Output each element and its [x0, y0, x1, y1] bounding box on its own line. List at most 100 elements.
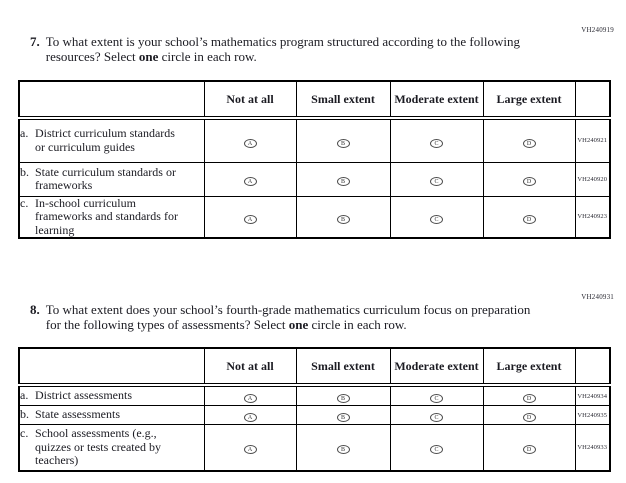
answer-circle-a[interactable]: A [243, 445, 257, 455]
answer-circle-d[interactable]: D [522, 445, 536, 455]
row-label-cell: b. State assessments [18, 405, 205, 425]
answer-circle-c[interactable]: C [430, 214, 443, 224]
option-cell: C [389, 424, 484, 471]
row-label-cell: a. District curriculum standards or curri… [18, 117, 205, 163]
row-ref-code: VH240933 [574, 424, 611, 471]
header-empty-cell [18, 80, 205, 120]
answer-circle-a[interactable]: A [243, 413, 257, 422]
option-cell: B [295, 384, 391, 406]
option-cell: C [389, 405, 484, 425]
header-moderate-extent: Moderate extent [389, 80, 484, 120]
row-label: In-school curriculum frameworks and stan… [35, 195, 178, 237]
question-8-text-post: circle in each row. [308, 317, 407, 332]
option-cell: C [389, 117, 484, 163]
row-letter: a. [20, 126, 29, 141]
row-ref-code: VH240923 [574, 195, 611, 239]
option-cell: D [482, 161, 576, 197]
row-label-cell: b. State curriculum standards or framewor… [18, 161, 205, 197]
question-8: 8. To what extent does your school’s fou… [30, 302, 546, 332]
option-cell: B [295, 161, 391, 197]
answer-circle-d[interactable]: D [522, 214, 536, 224]
option-cell: B [295, 117, 391, 163]
table-row: c. School assessments (e.g., quizzes or t… [18, 424, 611, 471]
header-row: Not at all Small extent Moderate extent … [18, 80, 611, 120]
question-8-text-pre: To what extent does your school’s fourth… [45, 302, 531, 332]
row-label: School assessments (e.g., quizzes or tes… [35, 426, 161, 467]
answer-circle-b[interactable]: B [336, 445, 350, 455]
answer-circle-d[interactable]: D [522, 394, 536, 403]
answer-circle-c[interactable]: C [430, 445, 443, 455]
option-cell: B [295, 405, 391, 425]
row-ref-code: VH240935 [574, 405, 611, 425]
option-cell: B [295, 195, 391, 239]
header-code-cell [574, 347, 611, 387]
option-cell: C [389, 195, 484, 239]
header-empty-cell [18, 347, 205, 387]
header-moderate-extent: Moderate extent [389, 347, 484, 387]
row-label-cell: c. School assessments (e.g., quizzes or t… [18, 424, 205, 471]
answer-circle-a[interactable]: A [243, 138, 257, 148]
answer-circle-c[interactable]: C [430, 413, 443, 422]
header-large-extent: Large extent [482, 347, 576, 387]
header-row: Not at all Small extent Moderate extent … [18, 347, 611, 387]
option-cell: A [203, 424, 297, 471]
answer-circle-b[interactable]: B [336, 138, 350, 148]
answer-circle-a[interactable]: A [243, 214, 257, 224]
question-7-text-post: circle in each row. [158, 49, 257, 64]
answer-circle-d[interactable]: D [522, 177, 536, 186]
option-cell: A [203, 195, 297, 239]
row-label-cell: c. In-school curriculum frameworks and st… [18, 195, 205, 239]
question-7-text: To what extent is your school’s mathemat… [46, 34, 546, 64]
row-label-cell: a. District assessments [18, 384, 205, 406]
question-8-text: To what extent does your school’s fourth… [46, 302, 546, 332]
answer-circle-b[interactable]: B [336, 413, 350, 422]
row-label: State assessments [35, 407, 120, 422]
option-cell: C [389, 384, 484, 406]
row-letter: c. [20, 195, 29, 210]
row-letter: c. [20, 426, 29, 440]
row-label: District assessments [35, 388, 132, 403]
answer-circle-b[interactable]: B [336, 214, 350, 224]
answer-circle-c[interactable]: C [430, 138, 443, 148]
answer-circle-c[interactable]: C [430, 177, 443, 186]
answer-circle-b[interactable]: B [336, 394, 350, 403]
header-small-extent: Small extent [295, 80, 391, 120]
row-label: District curriculum standards or curricu… [35, 126, 175, 154]
question-8-text-bold: one [288, 317, 309, 332]
option-cell: A [203, 117, 297, 163]
option-cell: D [482, 424, 576, 471]
row-ref-code: VH240920 [574, 161, 611, 197]
answer-circle-d[interactable]: D [522, 413, 536, 422]
answer-circle-a[interactable]: A [243, 394, 257, 403]
table-row: a. District curriculum standards or curri… [18, 117, 611, 163]
question-8-table: Not at all Small extent Moderate extent … [18, 347, 611, 472]
header-not-at-all: Not at all [203, 80, 297, 120]
option-cell: A [203, 384, 297, 406]
question-8-number: 8. [30, 302, 40, 317]
row-letter: b. [20, 164, 29, 179]
answer-circle-c[interactable]: C [430, 394, 443, 403]
question-7: 7. To what extent is your school’s mathe… [30, 34, 546, 64]
table-row: b. State curriculum standards or framewor… [18, 161, 611, 197]
table-row: b. State assessments A B C D VH240935 [18, 405, 611, 425]
option-cell: B [295, 424, 391, 471]
question-7-text-bold: one [138, 49, 159, 64]
option-cell: A [203, 405, 297, 425]
table-row: a. District assessments A B C D VH240934 [18, 384, 611, 406]
answer-circle-d[interactable]: D [522, 138, 536, 148]
row-ref-code: VH240934 [574, 384, 611, 406]
question-7-number: 7. [30, 34, 40, 49]
row-ref-code: VH240921 [574, 117, 611, 163]
row-letter: b. [20, 407, 29, 422]
answer-circle-b[interactable]: B [336, 177, 350, 186]
header-code-cell [574, 80, 611, 120]
row-label: State curriculum standards or frameworks [35, 164, 176, 192]
option-cell: D [482, 117, 576, 163]
answer-circle-a[interactable]: A [243, 177, 257, 186]
question-7-ref-code: VH240919 [581, 26, 614, 34]
option-cell: D [482, 384, 576, 406]
question-7-table: Not at all Small extent Moderate extent … [18, 80, 611, 239]
option-cell: A [203, 161, 297, 197]
option-cell: C [389, 161, 484, 197]
option-cell: D [482, 405, 576, 425]
